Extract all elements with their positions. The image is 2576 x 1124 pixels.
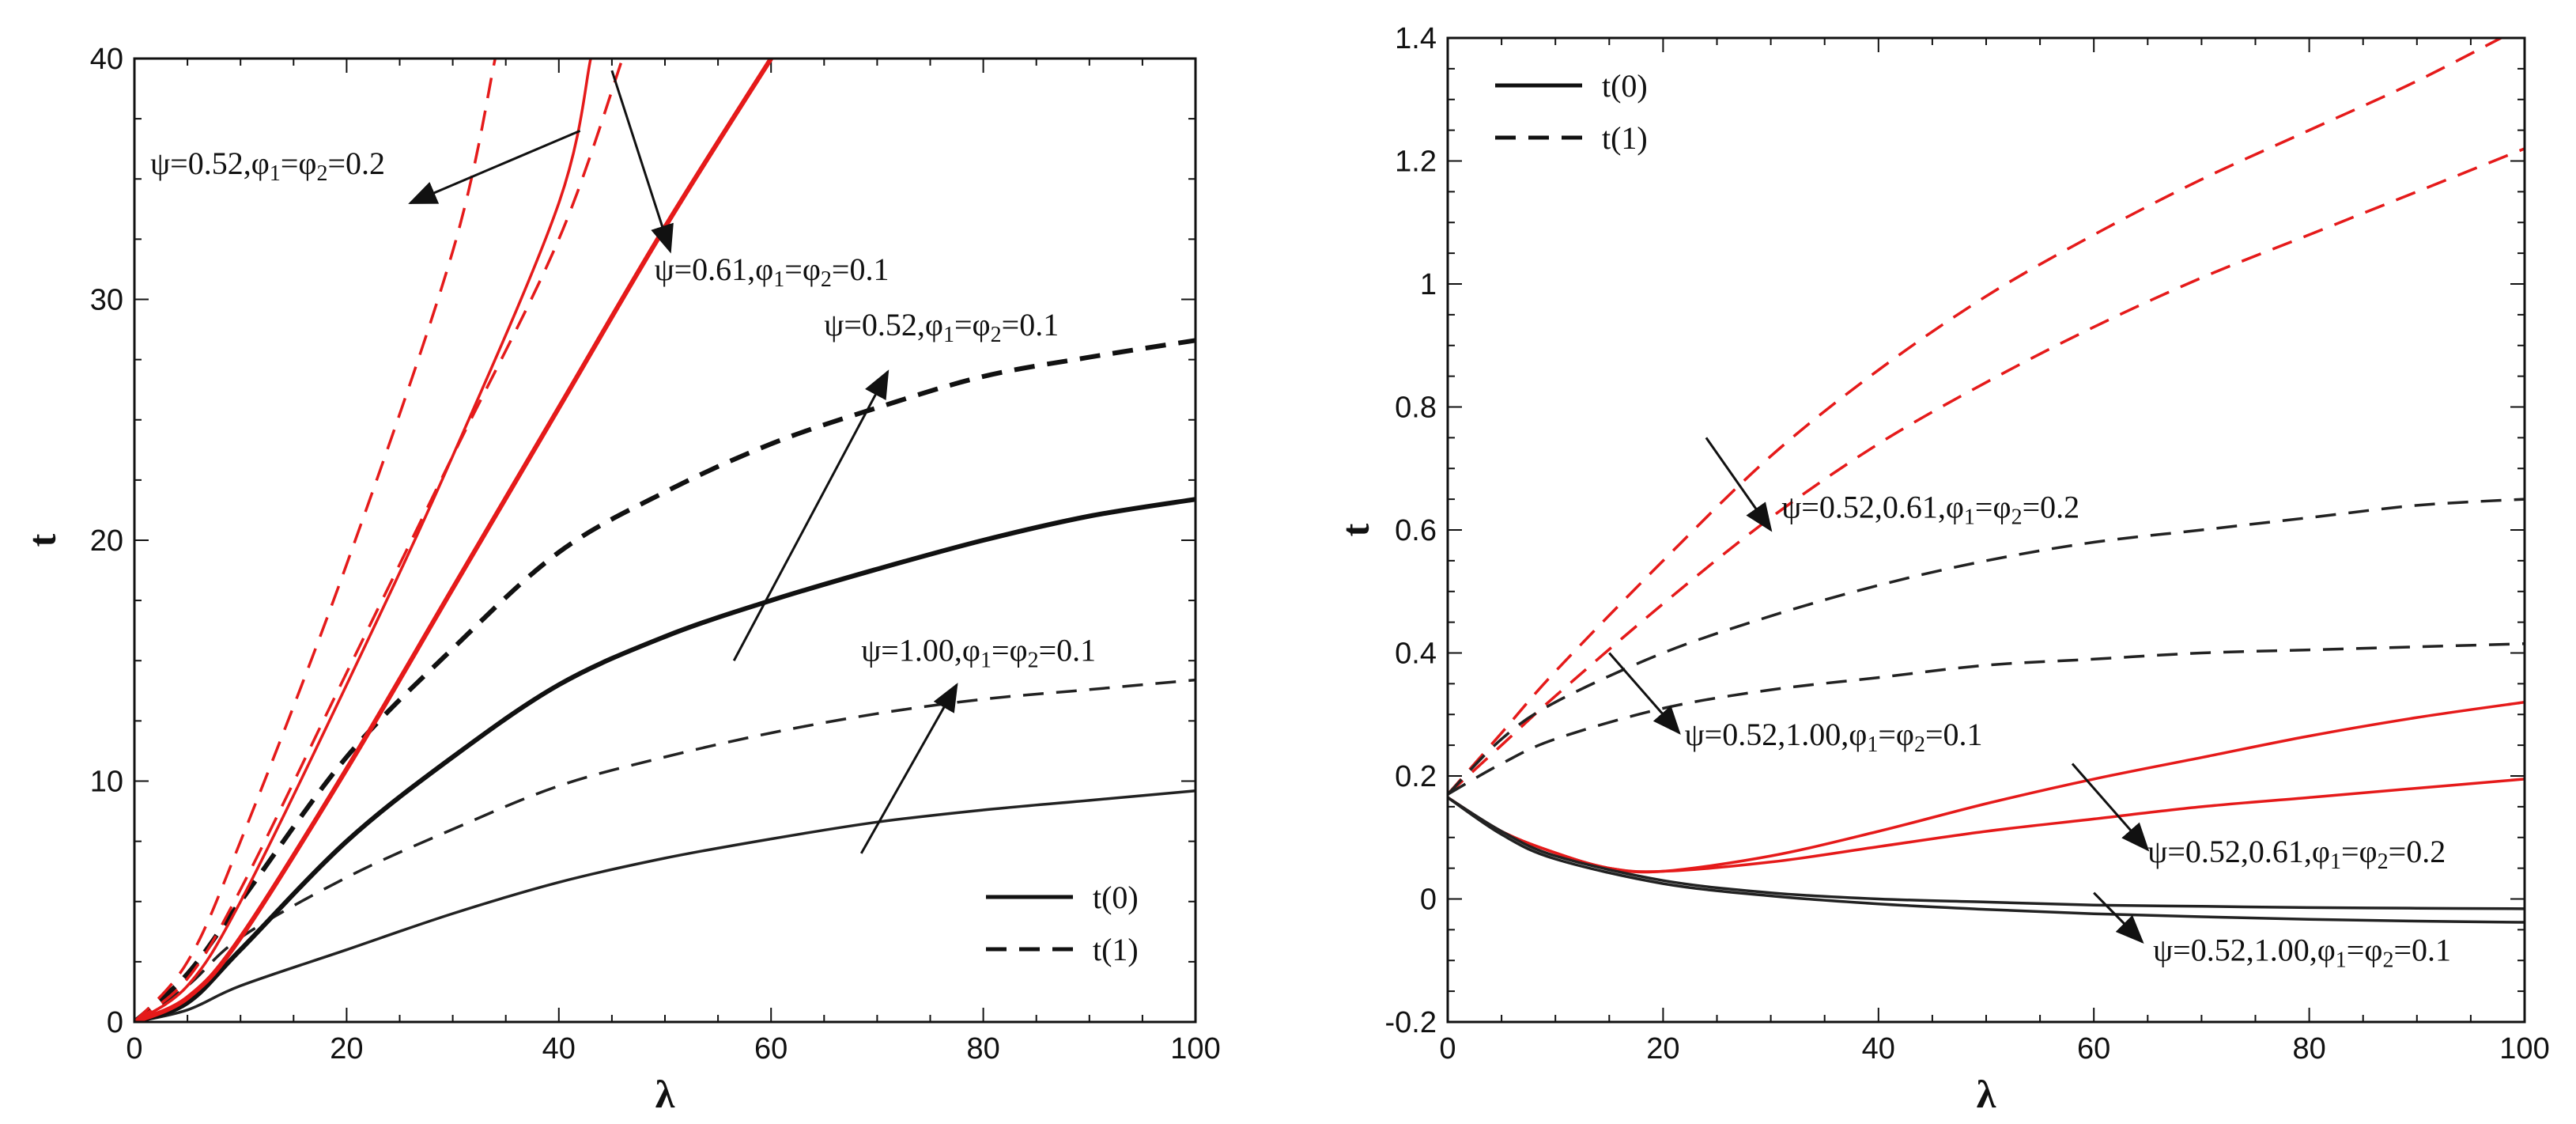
annotation-label: ψ=0.52,φ1=φ2=0.1	[824, 307, 1059, 347]
series-line	[134, 338, 1195, 1022]
x-tick-label: 60	[2077, 1032, 2110, 1065]
y-tick-label: 1.2	[1395, 146, 1437, 179]
series-line	[134, 59, 592, 1022]
series-line	[134, 59, 624, 1022]
series-line	[134, 59, 773, 1022]
x-tick-label: 60	[754, 1032, 788, 1065]
series-line	[134, 789, 1195, 1022]
y-tick-label: 0	[107, 1006, 123, 1039]
annotation-arrow	[2071, 763, 2150, 852]
left-panel: 0 20 40 60 80 100 0 10 20 30 40 λ t ψ=0.52,φ1=φ2=0.2 ψ…	[20, 43, 1221, 1116]
annotation-label: ψ=0.52,1.00,φ1=φ2=0.1	[2153, 932, 2451, 972]
plot-frame	[133, 57, 1197, 1024]
annotation-label: ψ=0.61,φ1=φ2=0.1	[655, 252, 890, 292]
legend-label: t(0)	[1093, 880, 1139, 915]
legend-label: t(1)	[1602, 120, 1648, 156]
annotation-arrow	[2093, 891, 2144, 944]
x-tick-label: 80	[966, 1032, 999, 1065]
annotation-arrow	[732, 369, 890, 661]
series-line	[1448, 642, 2525, 796]
y-tick-label: 0	[1420, 884, 1437, 917]
annotation-label: ψ=0.52,0.61,φ1=φ2=0.2	[2147, 834, 2446, 874]
y-tick-label: 10	[90, 766, 123, 799]
y-tick-label: 0.6	[1395, 514, 1437, 547]
series-line	[1448, 778, 2525, 873]
x-tick-label: 20	[330, 1032, 363, 1065]
series-line	[1448, 796, 2525, 910]
y-axis-label: t	[1333, 523, 1377, 536]
right-panel: 0 20 40 60 80 100-0.200.20.40.60.811.21.4λtψ=…	[1333, 22, 2550, 1116]
series-line	[1448, 796, 2525, 924]
series-line	[134, 678, 1195, 1022]
y-tick-label: 0.2	[1395, 760, 1437, 793]
y-tick-label: 1	[1420, 268, 1437, 301]
annotation-arrow	[408, 129, 581, 205]
x-axis-label: λ	[655, 1072, 675, 1116]
annotation-label: ψ=0.52,0.61,φ1=φ2=0.2	[1781, 489, 2079, 529]
series-line	[134, 497, 1195, 1022]
legend-label: t(1)	[1093, 932, 1139, 967]
y-tick-label: 0.4	[1395, 638, 1437, 671]
annotation-arrow	[1705, 437, 1773, 532]
x-axis-label: λ	[1977, 1072, 1996, 1116]
annotation-label: ψ=0.52,1.00,φ1=φ2=0.1	[1685, 717, 1983, 757]
x-tick-label: 80	[2292, 1032, 2325, 1065]
annotation-arrow	[610, 70, 674, 254]
annotation-label: ψ=1.00,φ1=φ2=0.1	[861, 632, 1096, 672]
annotation-label: ψ=0.52,φ1=φ2=0.2	[150, 146, 385, 186]
x-tick-label: 0	[1439, 1032, 1456, 1065]
x-tick-label: 40	[542, 1032, 576, 1065]
series-line	[1448, 498, 2525, 796]
annotation-arrow	[859, 683, 958, 854]
y-tick-label: 20	[90, 524, 123, 558]
y-tick-label: -0.2	[1385, 1006, 1437, 1039]
series-line	[134, 59, 497, 1022]
y-tick-label: 1.4	[1395, 22, 1437, 55]
x-tick-label: 0	[126, 1032, 142, 1065]
x-tick-label: 20	[1646, 1032, 1679, 1065]
y-tick-label: 30	[90, 284, 123, 317]
series-line	[1448, 147, 2525, 796]
annotation-arrow	[1608, 652, 1681, 735]
plot-frame	[1446, 36, 2526, 1024]
y-tick-label: 40	[90, 43, 123, 76]
x-tick-label: 100	[2499, 1032, 2549, 1065]
series-line	[1448, 38, 2504, 796]
x-tick-label: 100	[1170, 1032, 1220, 1065]
x-tick-label: 40	[1862, 1032, 1895, 1065]
y-axis-label: t	[20, 533, 64, 547]
y-tick-label: 0.8	[1395, 392, 1437, 425]
legend-label: t(0)	[1602, 68, 1648, 104]
